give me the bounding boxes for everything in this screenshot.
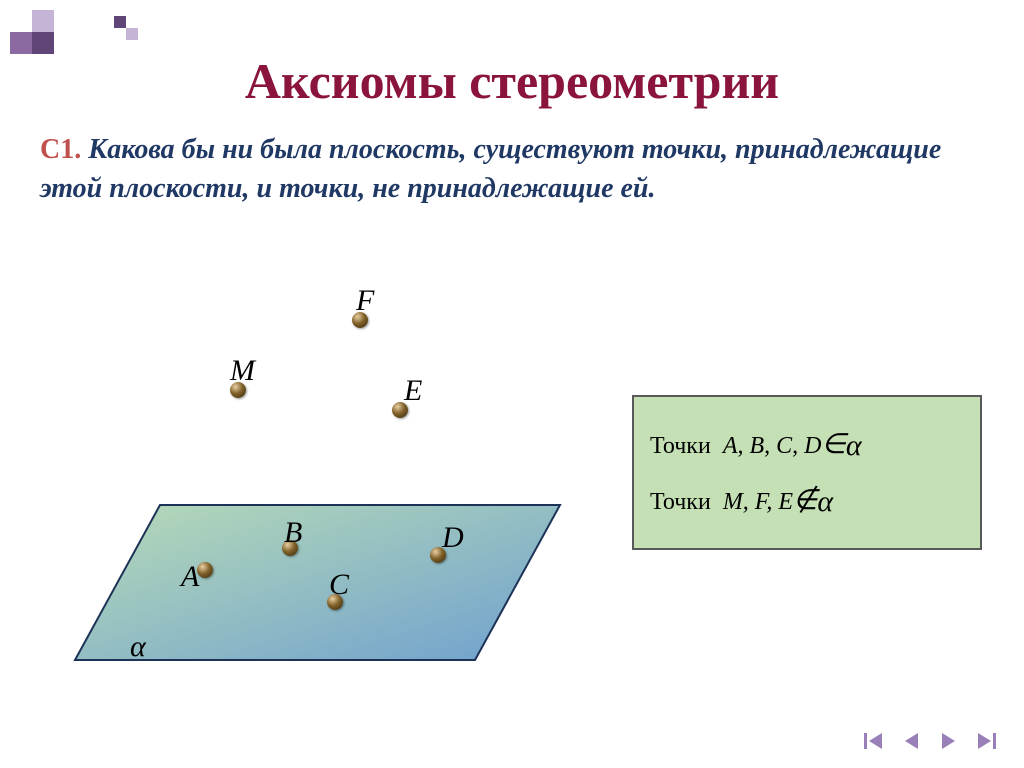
- deco-square: [10, 32, 32, 54]
- point-a: [197, 562, 213, 578]
- formula-row-1: Точки M, F, E∉α: [650, 483, 833, 519]
- diagram: α A BC D M F E: [40, 280, 600, 710]
- axiom-body: Какова бы ни была плоскость, существуют …: [40, 134, 941, 204]
- point-label-m: M: [230, 354, 255, 388]
- axiom-prefix: С1.: [40, 134, 88, 165]
- point-label-e: E: [404, 374, 422, 408]
- deco-square: [126, 28, 138, 40]
- plane-alpha-label: α: [130, 630, 146, 664]
- point-label-f: F: [356, 284, 374, 318]
- deco-square: [32, 32, 54, 54]
- formula-row-0: Точки A, B, C, D∈α: [650, 427, 862, 463]
- deco-square: [32, 10, 54, 32]
- deco-square: [114, 16, 126, 28]
- nav-first-button[interactable]: [858, 726, 888, 756]
- nav-prev-button[interactable]: [896, 726, 926, 756]
- formula-box: Точки A, B, C, D∈α Точки M, F, E∉α: [632, 395, 982, 550]
- page-title: Аксиомы стереометрии: [245, 52, 779, 110]
- point-label-d: D: [442, 521, 464, 555]
- point-label-a: A: [181, 560, 199, 594]
- nav-next-button[interactable]: [934, 726, 964, 756]
- axiom-text: С1. Какова бы ни была плоскость, существ…: [40, 130, 984, 208]
- nav-buttons: [858, 726, 1002, 756]
- point-label-b: B: [284, 516, 302, 550]
- point-label-c: C: [329, 568, 349, 602]
- nav-last-button[interactable]: [972, 726, 1002, 756]
- plane-shape: [40, 280, 600, 710]
